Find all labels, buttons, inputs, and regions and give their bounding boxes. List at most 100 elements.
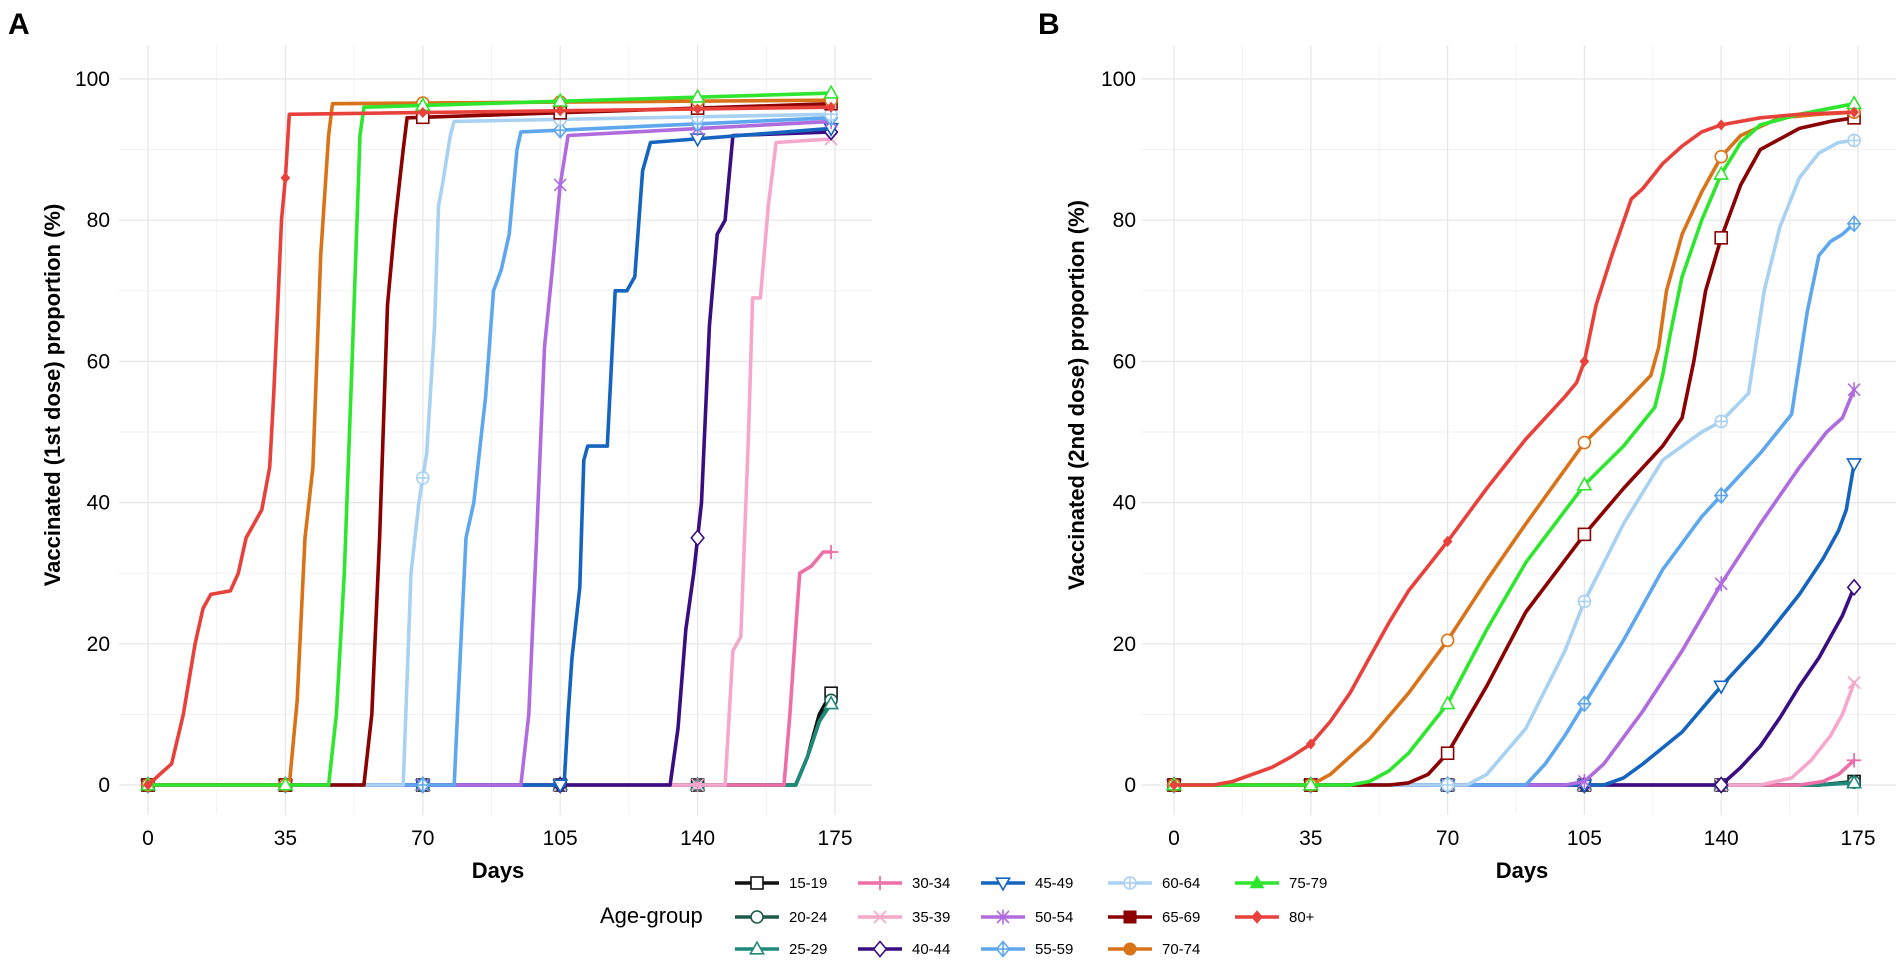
series-20-24 — [141, 693, 838, 792]
series-50-54 — [141, 113, 838, 793]
data-point-60-64 — [1714, 414, 1728, 429]
data-point-55-59 — [1577, 695, 1592, 713]
data-point-40-44 — [1713, 776, 1729, 794]
y-tick-label: 80 — [1113, 209, 1136, 232]
legend-marker-80+ — [1251, 910, 1263, 924]
panel-b: B 0 20 40 60 80 100 0 35 70 105 140 175 Days Vacci… — [1038, 8, 1896, 883]
data-point-80+ — [1442, 535, 1453, 547]
x-tick-label: 0 — [1168, 827, 1180, 850]
panel-b-x-title: Days — [1496, 858, 1549, 883]
series-55-59 — [140, 109, 839, 794]
panel-b-y-ticks: 0 20 40 60 80 100 — [1101, 68, 1136, 797]
series-65-69 — [141, 96, 838, 792]
legend-label: 15-19 — [789, 875, 827, 892]
data-point-75-79 — [277, 776, 294, 791]
data-point-35-39 — [1847, 675, 1861, 690]
legend-marker-55-59 — [995, 940, 1011, 958]
series-75-79 — [140, 84, 840, 791]
data-point-75-79 — [1713, 165, 1730, 180]
y-tick-label: 40 — [87, 492, 110, 515]
data-point-45-49 — [552, 779, 569, 794]
series-line-50-54 — [1172, 387, 1856, 787]
series-line-45-49 — [1172, 462, 1856, 787]
data-point-80+ — [826, 101, 836, 113]
data-point-55-59 — [415, 776, 431, 794]
series-50-54 — [1167, 382, 1861, 793]
data-point-80+ — [1169, 779, 1179, 791]
legend-label: 70-74 — [1162, 941, 1200, 958]
data-point-45-49 — [1846, 458, 1863, 473]
legend-item-40-44: 40-44 — [858, 940, 950, 958]
legend-item-80+: 80+ — [1235, 909, 1315, 926]
panel-a-y-ticks: 0 20 40 60 80 100 — [75, 68, 110, 797]
series-40-44 — [140, 123, 839, 794]
legend-marker-40-44 — [872, 940, 888, 958]
series-line-75-79 — [1172, 101, 1856, 787]
series-60-64 — [141, 107, 838, 792]
panel-a-series — [140, 84, 840, 794]
legend-label: 65-69 — [1162, 909, 1200, 926]
y-tick-label: 20 — [87, 633, 110, 656]
panel-a-x-ticks: 0 35 70 105 140 175 — [142, 827, 852, 850]
x-tick-label: 0 — [142, 827, 154, 850]
y-tick-label: 80 — [87, 209, 110, 232]
legend-marker-30-34 — [872, 875, 888, 891]
y-tick-label: 100 — [1101, 68, 1136, 91]
x-tick-label: 70 — [1436, 827, 1459, 850]
panel-a-letter: A — [8, 8, 30, 41]
series-40-44 — [1166, 578, 1862, 794]
x-tick-label: 105 — [1567, 827, 1602, 850]
legend-item-20-24: 20-24 — [735, 909, 827, 926]
panel-b-letter: B — [1038, 8, 1060, 41]
data-point-75-79 — [1439, 695, 1456, 710]
data-point-80+ — [417, 107, 428, 119]
legend-item-25-29: 25-29 — [735, 940, 827, 958]
y-tick-label: 100 — [75, 68, 110, 91]
panel-b-series — [1166, 95, 1863, 794]
series-line-60-64 — [1172, 138, 1856, 787]
data-point-80+ — [1579, 355, 1590, 367]
data-point-40-44 — [690, 529, 705, 547]
legend-label: 50-54 — [1035, 909, 1073, 926]
legend: Age-group 15-19 20-24 25-29 30-34 35-39 40-44… — [600, 875, 1327, 958]
legend-item-60-64: 60-64 — [1108, 875, 1200, 892]
panel-a-y-title: Vaccinated (1st dose) proportion (%) — [40, 204, 65, 587]
series-line-55-59 — [146, 116, 833, 787]
series-75-79 — [1166, 95, 1863, 791]
data-point-60-64 — [824, 107, 838, 122]
legend-item-35-39: 35-39 — [858, 909, 950, 926]
data-point-80+ — [1716, 119, 1727, 131]
legend-items: 15-19 20-24 25-29 30-34 35-39 40-44 45-49 50-54… — [735, 875, 1327, 958]
data-point-25-29 — [1846, 774, 1863, 789]
legend-marker-20-24 — [750, 910, 764, 924]
series-45-49 — [140, 122, 840, 794]
data-point-80+ — [280, 172, 291, 184]
data-point-55-59 — [1713, 486, 1729, 505]
data-point-55-59 — [552, 121, 568, 139]
panel-a-grid — [119, 45, 872, 815]
legend-title: Age-group — [600, 903, 703, 928]
legend-item-55-59: 55-59 — [981, 940, 1073, 958]
series-line-45-49 — [146, 126, 833, 787]
series-35-39 — [141, 132, 838, 792]
panel-a: A 0 20 40 60 80 100 0 35 70 105 140 175 Days Vacci… — [8, 8, 872, 883]
x-tick-label: 35 — [274, 827, 297, 850]
data-point-80+ — [1849, 106, 1859, 118]
y-tick-label: 0 — [98, 774, 110, 797]
panel-b-grid — [1141, 45, 1896, 815]
series-line-40-44 — [1172, 585, 1856, 787]
x-tick-label: 175 — [817, 827, 852, 850]
series-25-29 — [1166, 774, 1863, 791]
data-point-80+ — [1305, 738, 1316, 750]
legend-marker-65-69 — [1123, 910, 1137, 924]
legend-label: 60-64 — [1162, 875, 1200, 892]
legend-label: 35-39 — [912, 909, 950, 926]
data-point-35-39 — [690, 778, 705, 792]
data-point-40-44 — [1846, 578, 1862, 597]
legend-marker-45-49 — [995, 877, 1011, 892]
legend-marker-50-54 — [996, 909, 1010, 925]
series-line-30-34 — [146, 550, 833, 787]
series-80+ — [143, 101, 836, 791]
data-point-45-49 — [1713, 680, 1730, 695]
legend-marker-35-39 — [873, 910, 887, 924]
